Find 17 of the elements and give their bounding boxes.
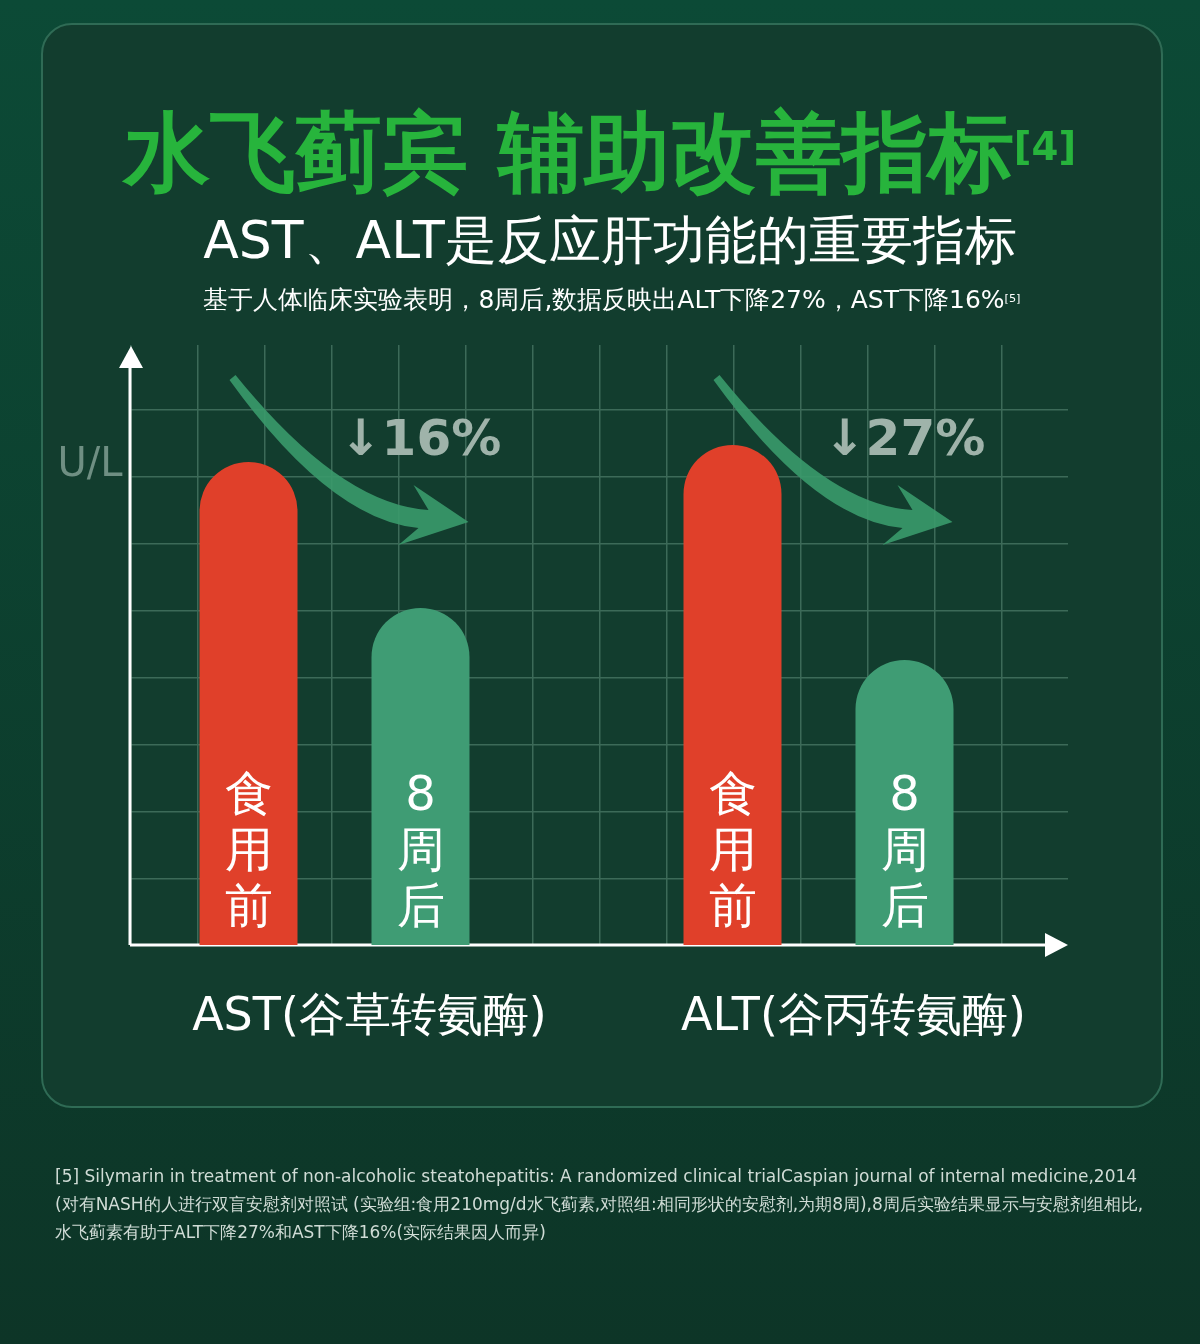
bar	[371, 608, 470, 945]
text: 8周后	[880, 765, 929, 933]
series-label: 8周后	[396, 765, 445, 933]
text: 基于人体临床实验表明，8周后,数据反映出ALT下降27%，AST下降16%$^{[5]}$	[203, 285, 1021, 314]
x-tick-label: ALT(谷丙转氨酶)	[681, 987, 1026, 1041]
y-axis-title: U/L	[57, 439, 124, 485]
text: (对有NASH的人进行双盲安慰剂对照试 (实验组:食用210mg/d水飞蓟素,对照组:相同形状的安慰剂,为期8周),8周后实验结果显示与安慰剂组相比,	[55, 1194, 1144, 1214]
chart-subtitle: AST、ALT是反应肝功能的重要指标	[203, 210, 1017, 270]
annotation: ↓16%	[339, 409, 502, 467]
bar	[855, 660, 954, 945]
text: 水飞蓟素有助于ALT下降27%和AST下降16%(实际结果因人而异)	[55, 1222, 546, 1242]
annotation: ↓27%	[823, 409, 986, 467]
text: 食用前	[708, 765, 757, 933]
text: [5] Silymarin in treatment of non-alcoholic steatohepatitis: A randomized clinical trialCaspian journal of internal medicine,2014	[55, 1166, 1138, 1186]
chart-title: 水飞蓟宾 辅助改善指标$^{[4]}$	[120, 102, 1077, 202]
x-tick-label: AST(谷草转氨酶)	[192, 987, 547, 1041]
series-label: 食用前	[224, 765, 273, 933]
